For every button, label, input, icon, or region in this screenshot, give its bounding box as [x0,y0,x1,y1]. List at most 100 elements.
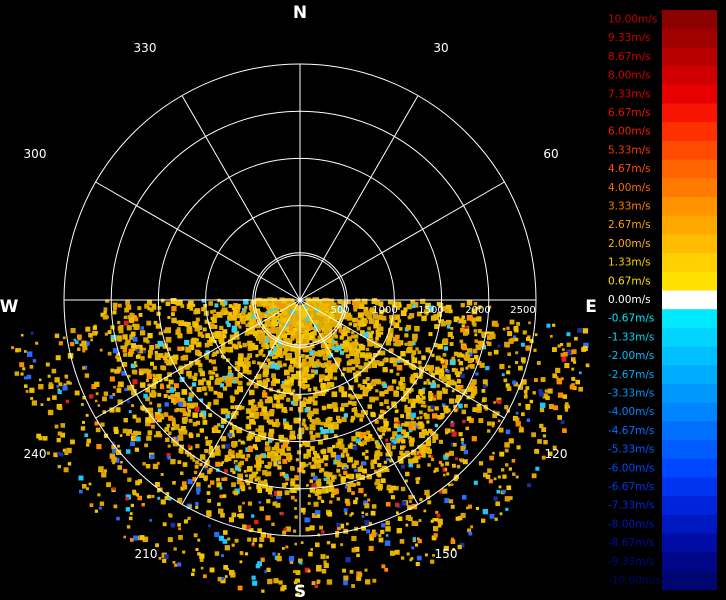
radar-echo-cell [319,469,323,473]
radar-echo-cell [395,340,402,347]
radar-echo-cell [350,512,354,515]
radar-echo-cell [197,552,201,556]
radar-echo-cell [180,486,185,491]
radar-echo-cell [122,428,128,434]
radar-echo-cell [258,352,263,356]
radar-echo-cell [255,436,261,442]
radar-echo-cell [303,371,308,376]
radar-echo-cell [150,424,155,429]
radar-echo-cell [467,358,473,364]
radar-echo-cell [448,309,453,314]
radar-echo-cell [287,329,293,335]
radar-echo-cell [295,307,300,311]
radar-echo-cell [157,306,162,310]
radar-echo-cell [233,377,239,384]
radar-echo-cell [194,359,200,365]
radar-echo-cell [351,366,356,371]
radar-echo-cell [239,560,243,564]
radar-echo-cell [249,413,255,418]
radar-echo-cell [372,298,378,304]
radar-echo-cell [283,423,290,430]
radar-echo-cell [146,320,152,326]
radar-echo-cell [361,515,365,518]
radar-echo-cell [382,367,388,373]
radar-echo-cell [467,528,471,533]
radar-echo-cell [325,384,331,389]
radar-echo-cell [270,363,276,369]
radar-echo-cell [288,366,294,373]
radar-echo-cell [303,424,307,428]
radar-echo-cell [247,446,253,453]
radar-echo-cell [256,297,263,304]
radar-echo-cell [463,449,468,455]
radar-echo-cell [466,506,469,510]
radar-echo-cell [132,379,138,385]
radar-echo-cell [483,472,488,478]
radar-echo-cell [455,398,460,404]
radar-echo-cell [314,459,318,463]
radar-echo-cell [70,439,75,445]
radar-echo-cell [206,340,213,346]
radar-echo-cell [307,388,312,392]
radar-echo-cell [266,364,271,369]
radar-echo-cell [345,453,350,457]
radar-echo-cell [313,386,318,391]
radar-echo-cell [571,357,576,362]
radar-echo-cell [181,389,188,395]
radar-echo-cell [302,418,306,422]
radar-echo-cell [372,529,376,534]
radar-echo-cell [324,488,329,494]
radar-echo-cell [270,326,274,330]
radar-echo-cell [321,489,326,494]
radar-echo-cell [289,340,293,344]
radar-echo-cell [203,574,207,579]
radar-echo-cell [268,419,274,425]
radar-echo-cell [330,335,334,339]
radar-echo-cell [120,461,123,464]
radar-echo-cell [375,389,379,393]
radar-echo-cell [313,501,319,507]
radar-echo-cell [332,307,337,311]
radar-echo-cell [478,461,484,466]
radar-echo-cell [262,345,266,350]
radar-echo-cell [259,480,265,487]
radar-echo-cell [317,455,321,459]
radar-echo-cell [295,336,301,342]
radar-echo-cell [445,374,451,380]
radar-echo-cell [469,382,476,389]
radar-echo-cell [132,414,137,419]
radar-echo-cell [301,470,306,474]
radar-echo-cell [351,584,355,588]
radar-echo-cell [347,312,352,317]
radar-echo-cell [410,557,414,560]
radar-echo-cell [265,441,270,446]
radar-echo-cell [286,446,291,452]
radar-echo-cell [303,366,310,373]
radar-echo-cell [330,429,335,434]
radar-echo-cell [266,567,271,572]
radar-echo-cell [328,370,333,376]
radar-echo-cell [135,436,141,442]
radar-echo-cell [389,315,393,319]
radar-echo-cell [209,375,214,380]
radar-echo-cell [345,475,350,479]
radar-echo-cell [164,554,169,559]
radar-echo-cell [363,500,368,506]
radar-echo-cell [146,495,150,499]
radar-echo-cell [217,502,221,507]
radar-echo-cell [355,348,361,354]
radar-echo-cell [260,348,264,352]
radar-echo-cell [320,499,325,503]
radar-echo-cell [75,340,79,344]
radar-echo-cell [149,407,154,412]
radar-echo-cell [280,305,285,310]
radar-echo-cell [130,503,134,508]
radar-echo-cell [323,562,329,569]
radar-echo-cell [222,494,227,498]
radar-echo-cell [473,317,478,322]
radar-echo-cell [390,437,395,441]
radar-echo-cell [250,330,254,335]
radar-echo-cell [260,557,265,562]
radar-echo-cell [184,364,190,370]
radar-echo-cell [334,340,338,345]
